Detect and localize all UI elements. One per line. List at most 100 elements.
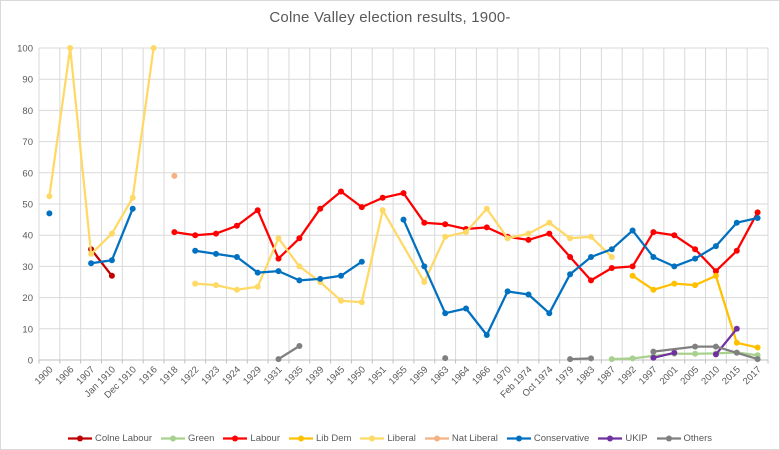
data-point-conservative <box>233 254 240 260</box>
data-point-liberal <box>483 205 490 212</box>
data-point-labour <box>379 194 386 201</box>
data-point-conservative <box>588 254 594 260</box>
data-point-conservative <box>254 269 261 276</box>
y-axis-tick-label: 90 <box>22 75 33 86</box>
legend-label: Conservative <box>533 433 590 444</box>
legend-label: Green <box>188 433 215 444</box>
data-point-labour <box>171 229 178 236</box>
data-point-conservative <box>275 268 282 275</box>
data-point-liberal <box>358 299 365 306</box>
x-axis-tick-label: 1931 <box>262 364 285 387</box>
x-axis-tick-label: 1939 <box>304 364 327 387</box>
data-point-lib-dem <box>671 280 678 287</box>
data-point-liberal <box>192 280 199 287</box>
legend-item-labour[interactable]: Labour <box>223 433 280 444</box>
x-axis-tick-label: 1992 <box>616 364 639 387</box>
data-point-others <box>754 356 761 363</box>
data-point-labour <box>358 204 365 211</box>
data-point-colne-labour <box>108 272 115 279</box>
legend-item-lib-dem[interactable]: Lib Dem <box>289 433 351 444</box>
data-point-labour <box>442 221 449 228</box>
data-point-conservative <box>358 258 365 265</box>
data-point-labour <box>567 254 574 260</box>
data-point-labour <box>525 236 532 243</box>
data-point-conservative <box>296 277 303 284</box>
y-axis-tick-label: 50 <box>22 200 33 211</box>
data-point-lib-dem <box>650 286 657 293</box>
data-point-others <box>733 349 740 356</box>
legend-marker-colne-labour <box>67 435 92 442</box>
data-point-conservative <box>712 243 719 250</box>
series-line-labour <box>173 190 759 282</box>
data-point-liberal <box>588 233 594 240</box>
data-point-conservative <box>463 305 469 312</box>
data-point-ukip <box>650 354 657 361</box>
x-axis-tick-label: 1924 <box>220 364 243 387</box>
data-point-labour <box>254 207 261 214</box>
x-axis-tick-label: 1945 <box>324 364 347 387</box>
x-axis-tick-label: 1900 <box>33 364 56 387</box>
series-line-others <box>568 357 593 361</box>
x-axis-tick-label: 1918 <box>158 364 181 387</box>
data-point-conservative <box>46 210 53 217</box>
data-point-liberal <box>338 297 344 304</box>
data-point-conservative <box>608 246 615 253</box>
y-axis-tick-label: 20 <box>22 293 33 304</box>
legend-item-others[interactable]: Others <box>656 433 712 444</box>
data-point-labour <box>213 230 219 237</box>
data-point-liberal <box>275 235 282 242</box>
legend-marker-lib-dem <box>289 435 314 442</box>
data-point-conservative <box>317 275 324 282</box>
data-point-liberal <box>546 219 553 226</box>
y-axis-tick-label: 60 <box>22 168 33 179</box>
legend-marker-green <box>161 435 186 442</box>
legend-label: Colne Labour <box>94 433 153 444</box>
data-point-lib-dem <box>733 339 740 346</box>
y-axis-tick-label: 10 <box>22 324 33 335</box>
data-point-conservative <box>192 247 199 254</box>
x-axis-tick-label: 1923 <box>199 364 222 387</box>
data-point-labour <box>483 224 490 231</box>
y-axis-tick-label: 80 <box>22 106 33 117</box>
data-point-conservative <box>483 332 490 338</box>
data-point-green <box>629 355 636 362</box>
legend-item-liberal[interactable]: Liberal <box>360 433 416 444</box>
data-point-conservative <box>650 254 657 260</box>
data-point-others <box>692 343 699 350</box>
data-point-labour <box>546 230 553 237</box>
y-axis-tick-label: 0 <box>28 356 33 367</box>
data-point-labour <box>400 190 407 197</box>
data-point-others <box>650 348 657 355</box>
legend-item-colne-labour[interactable]: Colne Labour <box>67 433 153 444</box>
data-point-conservative <box>129 205 136 212</box>
data-point-liberal <box>504 235 511 242</box>
legend-item-green[interactable]: Green <box>161 433 214 444</box>
data-point-labour <box>754 209 761 216</box>
legend-item-conservative[interactable]: Conservative <box>506 433 590 444</box>
x-axis-tick-label: 1979 <box>554 364 577 387</box>
legend-marker-others <box>656 435 681 442</box>
x-axis-tick-label: 1951 <box>366 364 389 387</box>
data-point-conservative <box>442 310 449 317</box>
y-axis-tick-label: 70 <box>22 137 33 148</box>
data-point-conservative <box>400 216 407 223</box>
data-point-labour <box>192 232 199 239</box>
legend-item-nat-liberal[interactable]: Nat Liberal <box>424 433 498 444</box>
data-point-liberal <box>296 263 303 270</box>
data-point-liberal <box>254 283 261 290</box>
data-point-conservative <box>525 291 532 298</box>
legend-item-ukip[interactable]: UKIP <box>598 433 648 444</box>
x-axis-tick-label: 1997 <box>637 364 660 387</box>
x-axis-tick-label: 1966 <box>470 364 493 387</box>
data-point-conservative <box>567 271 574 278</box>
data-point-liberal <box>129 194 136 201</box>
series-line-liberal <box>194 207 613 304</box>
chart-title: Colne Valley election results, 1900- <box>269 9 511 26</box>
data-point-liberal <box>150 45 157 51</box>
x-axis-tick-label: 1963 <box>429 364 452 387</box>
data-point-labour <box>338 188 344 195</box>
data-point-green <box>608 356 615 363</box>
data-point-liberal <box>608 254 615 260</box>
data-point-others <box>275 356 282 363</box>
data-point-others <box>588 355 594 362</box>
